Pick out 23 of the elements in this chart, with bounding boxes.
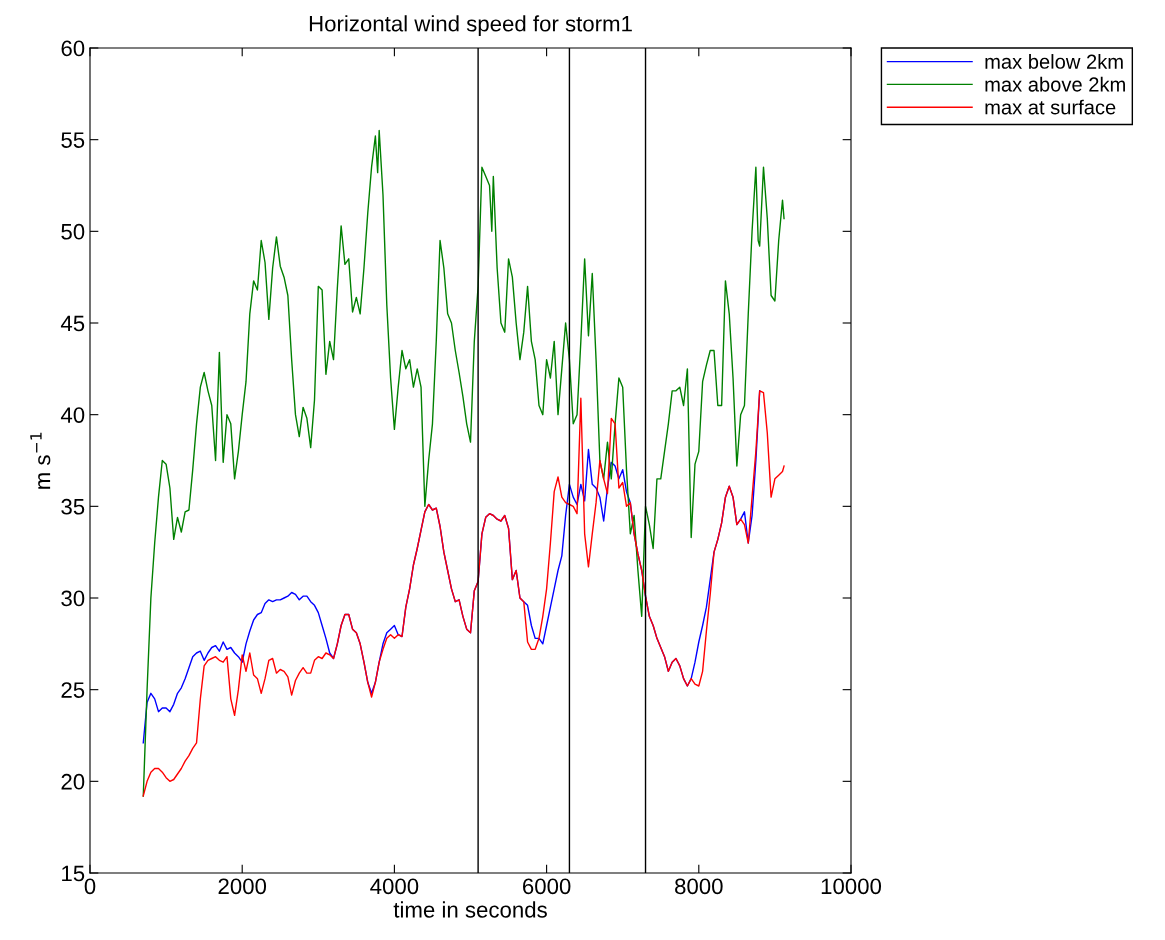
y-tick-label: 45 xyxy=(60,315,85,332)
y-tick-label: 40 xyxy=(60,407,85,423)
x-tick-label: 0 xyxy=(84,878,96,895)
y-tick-label: 30 xyxy=(61,590,85,607)
y-tick-label: 20 xyxy=(61,773,85,790)
x-tick-label: 10000 xyxy=(821,878,882,895)
x-tick-label: 2000 xyxy=(218,878,267,895)
legend-label: max above 2km xyxy=(985,76,1125,92)
y-tick-label: 15 xyxy=(62,865,85,882)
legend-label: max below 2km xyxy=(985,54,1123,69)
x-tick-label: 6000 xyxy=(523,878,571,895)
y-tick-label: 25 xyxy=(61,682,85,698)
y-axis-title: m s$^{−1}$ xyxy=(30,432,51,489)
y-tick-label: 55 xyxy=(61,132,85,148)
y-tick-label: 35 xyxy=(61,498,85,515)
x-tick-label: 4000 xyxy=(370,878,419,895)
x-tick-label: 8000 xyxy=(675,878,723,895)
y-tick-label: 50 xyxy=(61,223,85,240)
line-series xyxy=(142,390,785,797)
x-axis-title: time in seconds xyxy=(393,901,547,918)
chart-title: Horizontal wind speed for storm1 xyxy=(309,15,632,36)
legend-label: max at surface xyxy=(985,99,1116,115)
y-tick-label: 60 xyxy=(61,40,85,57)
